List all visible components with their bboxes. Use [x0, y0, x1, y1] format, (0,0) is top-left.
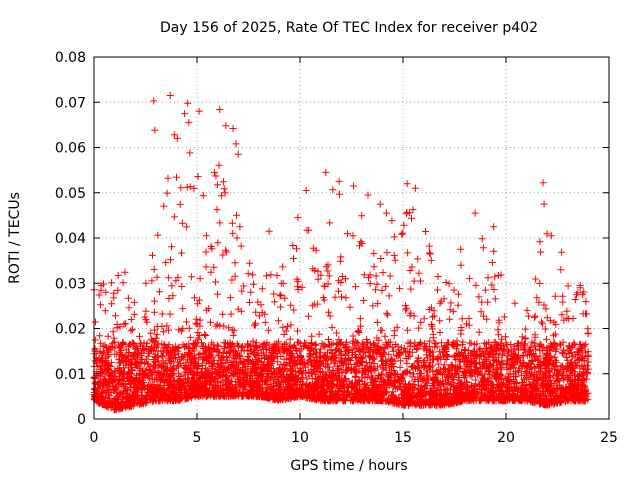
- roti-points: [90, 92, 592, 414]
- y-tick-label: 0.06: [55, 141, 86, 157]
- x-tick-label: 20: [497, 430, 515, 446]
- y-tick-label: 0.08: [55, 50, 86, 66]
- y-tick-label: 0.04: [55, 231, 86, 247]
- y-tick-label: 0.01: [55, 367, 86, 383]
- y-tick-label: 0.05: [55, 186, 86, 202]
- x-tick-label: 5: [193, 430, 202, 446]
- axis-ticks: 0 0.01 0.02 0.03 0.04 0.05 0.06 0.07 0.08 0 5 10 15 2…: [55, 50, 618, 446]
- y-tick-label: 0.03: [55, 276, 86, 292]
- y-tick-label: 0: [77, 412, 86, 428]
- x-tick-label: 25: [600, 430, 618, 446]
- chart-title: Day 156 of 2025, Rate Of TEC Index for r…: [160, 20, 538, 36]
- y-tick-label: 0.02: [55, 322, 86, 338]
- x-tick-label: 10: [291, 430, 309, 446]
- x-tick-label: 0: [90, 430, 99, 446]
- y-axis-title: ROTI / TECUs: [7, 192, 23, 284]
- grid-lines: [94, 57, 609, 419]
- data-points: [90, 92, 592, 414]
- x-tick-label: 15: [394, 430, 412, 446]
- x-axis-title: GPS time / hours: [290, 458, 407, 474]
- y-tick-label: 0.07: [55, 95, 86, 111]
